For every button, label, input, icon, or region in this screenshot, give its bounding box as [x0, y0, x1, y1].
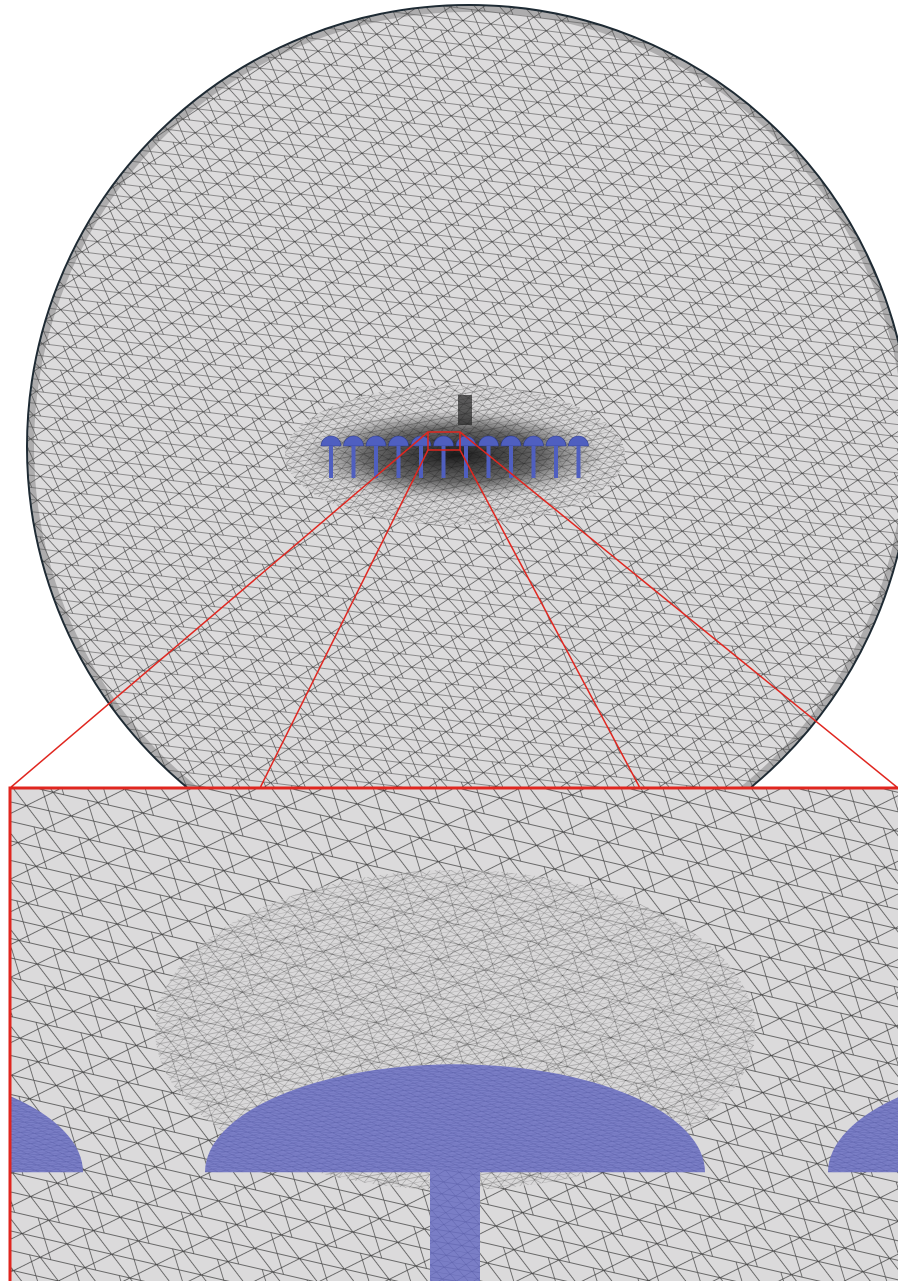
electrode-stem-small	[441, 446, 446, 478]
zoom-inset	[10, 788, 898, 1281]
electrode-stem-small	[554, 446, 558, 478]
electrode-stem-small	[329, 446, 333, 478]
dense-mesh-halo	[305, 410, 605, 500]
electrode-cap-left	[10, 1096, 83, 1173]
feed-mesh	[458, 395, 472, 425]
electrode-cap-small	[343, 435, 364, 447]
electrode-stem	[430, 1170, 480, 1281]
electrode-cap-small	[320, 435, 342, 447]
electrode-cap-small	[545, 435, 567, 447]
zoom-line	[259, 449, 429, 789]
zoom-line	[459, 449, 641, 789]
electrode-stem-small	[486, 446, 491, 478]
electrode-cap-small	[433, 435, 454, 447]
electrode-cap-right	[828, 1097, 898, 1173]
electrode-cap-small	[523, 435, 544, 447]
electrode-cap-small	[500, 435, 522, 447]
electrode-cap-small	[568, 435, 589, 447]
electrode-stem-small	[396, 446, 401, 478]
electrode-stem-small	[351, 446, 356, 478]
zoom-frame	[8, 786, 898, 1281]
electrode-stem-small	[576, 446, 581, 478]
electrode-cap-small	[478, 435, 499, 447]
electrode-stem-small	[509, 446, 513, 478]
electrode-cap	[205, 1064, 705, 1173]
zoom-lines	[9, 431, 898, 789]
electrode-cap-small	[365, 435, 387, 447]
electrode-stem-small	[531, 446, 536, 478]
electrode-stem-small	[419, 446, 423, 478]
electrode-stem-small	[374, 446, 378, 478]
zoom-line	[459, 431, 898, 789]
zoom-region	[427, 431, 461, 451]
zoom-line	[9, 431, 429, 789]
electrode-cap-small	[388, 435, 409, 447]
